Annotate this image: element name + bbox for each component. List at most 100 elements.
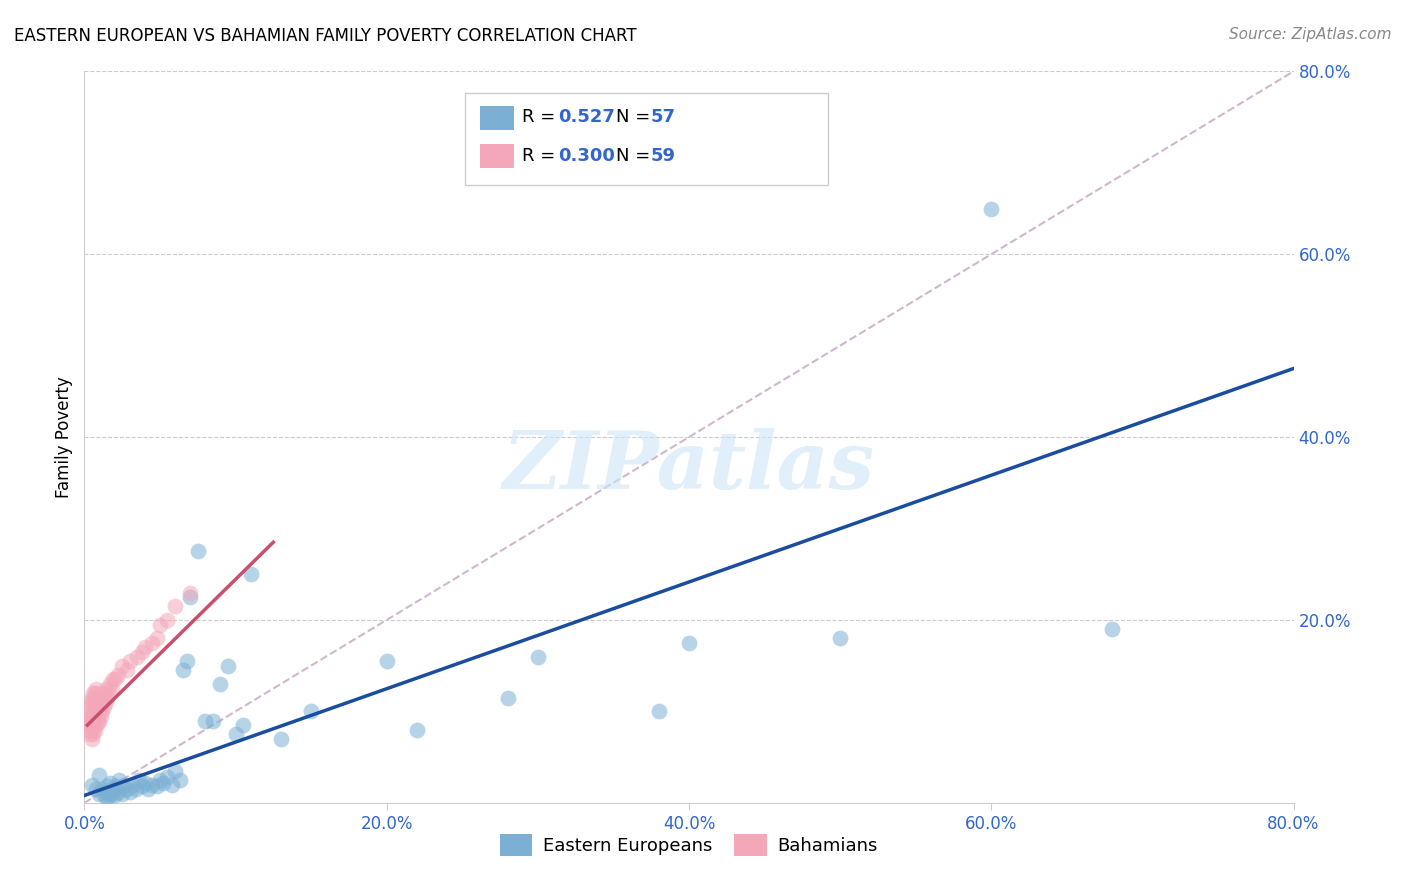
Point (830, 632, 852, 646)
Text: R =: R = (522, 147, 561, 165)
Text: N =: N = (616, 147, 657, 165)
Point (406, 723, 429, 737)
Text: EASTERN EUROPEAN VS BAHAMIAN FAMILY POVERTY CORRELATION CHART: EASTERN EUROPEAN VS BAHAMIAN FAMILY POVE… (14, 27, 637, 45)
Point (111, 658, 134, 673)
Point (89, 706, 111, 721)
Text: 0.527: 0.527 (558, 109, 616, 127)
Point (527, 649, 550, 664)
Point (80, 705, 103, 719)
Text: 59: 59 (650, 147, 675, 165)
Point (86, 782, 108, 797)
Point (77, 723, 100, 737)
Point (118, 654, 141, 668)
Point (79, 709, 101, 723)
Point (187, 544, 209, 558)
Point (77, 699, 100, 714)
Point (90, 697, 112, 711)
Point (97, 789, 120, 803)
Point (101, 782, 124, 797)
Point (94, 785, 117, 799)
Point (108, 772, 131, 787)
Point (111, 787, 134, 801)
Point (80, 723, 103, 737)
Point (112, 778, 135, 792)
Point (80, 690, 103, 705)
Point (239, 567, 262, 582)
Point (89, 768, 111, 782)
Point (209, 677, 232, 691)
Point (104, 789, 127, 803)
Point (152, 775, 174, 789)
Point (136, 782, 159, 797)
Point (375, 654, 398, 668)
Point (84, 714, 107, 728)
Point (84, 686, 107, 700)
Point (84, 723, 107, 737)
Point (79, 727, 101, 741)
Point (156, 613, 179, 627)
Text: 0.300: 0.300 (558, 147, 616, 165)
Point (131, 645, 153, 659)
Point (97, 686, 120, 700)
Point (98, 677, 121, 691)
Text: ZIPatlas: ZIPatlas (503, 427, 875, 505)
Y-axis label: Family Poverty: Family Poverty (55, 376, 73, 498)
Point (101, 673, 124, 687)
Point (134, 640, 156, 655)
Point (96, 791, 118, 805)
Text: Source: ZipAtlas.com: Source: ZipAtlas.com (1229, 27, 1392, 42)
Point (93, 699, 115, 714)
Point (87, 705, 110, 719)
Point (86, 709, 108, 723)
Point (149, 617, 172, 632)
Point (100, 787, 122, 801)
Point (156, 770, 179, 784)
Point (141, 636, 163, 650)
Point (94, 681, 117, 696)
Point (125, 782, 148, 797)
Point (115, 782, 138, 797)
Point (179, 590, 201, 604)
Point (82, 709, 104, 723)
Point (980, 202, 1002, 216)
Point (678, 636, 700, 650)
Point (165, 599, 187, 614)
Point (93, 789, 115, 803)
Point (172, 663, 194, 677)
Point (270, 731, 292, 746)
Point (79, 695, 101, 709)
Legend: Eastern Europeans, Bahamians: Eastern Europeans, Bahamians (492, 827, 886, 863)
Point (80, 714, 103, 728)
Point (127, 649, 149, 664)
Point (87, 714, 110, 728)
Point (107, 785, 129, 799)
Point (496, 690, 519, 705)
Point (232, 718, 254, 732)
Point (89, 787, 111, 801)
Point (96, 690, 118, 705)
Point (134, 775, 156, 789)
Point (94, 695, 117, 709)
Point (86, 695, 108, 709)
Point (90, 688, 112, 702)
Point (299, 705, 322, 719)
Point (76, 714, 98, 728)
Point (79, 718, 101, 732)
Point (160, 778, 183, 792)
Point (176, 654, 198, 668)
Point (89, 693, 111, 707)
Point (217, 658, 239, 673)
Point (105, 780, 128, 794)
Point (82, 695, 104, 709)
Point (91, 782, 114, 797)
Point (201, 714, 224, 728)
Point (146, 632, 169, 646)
Text: N =: N = (616, 109, 657, 127)
FancyBboxPatch shape (479, 106, 513, 130)
Point (90, 709, 112, 723)
Point (169, 772, 191, 787)
Point (82, 727, 104, 741)
Point (225, 727, 247, 741)
Point (146, 780, 169, 794)
Point (93, 686, 115, 700)
